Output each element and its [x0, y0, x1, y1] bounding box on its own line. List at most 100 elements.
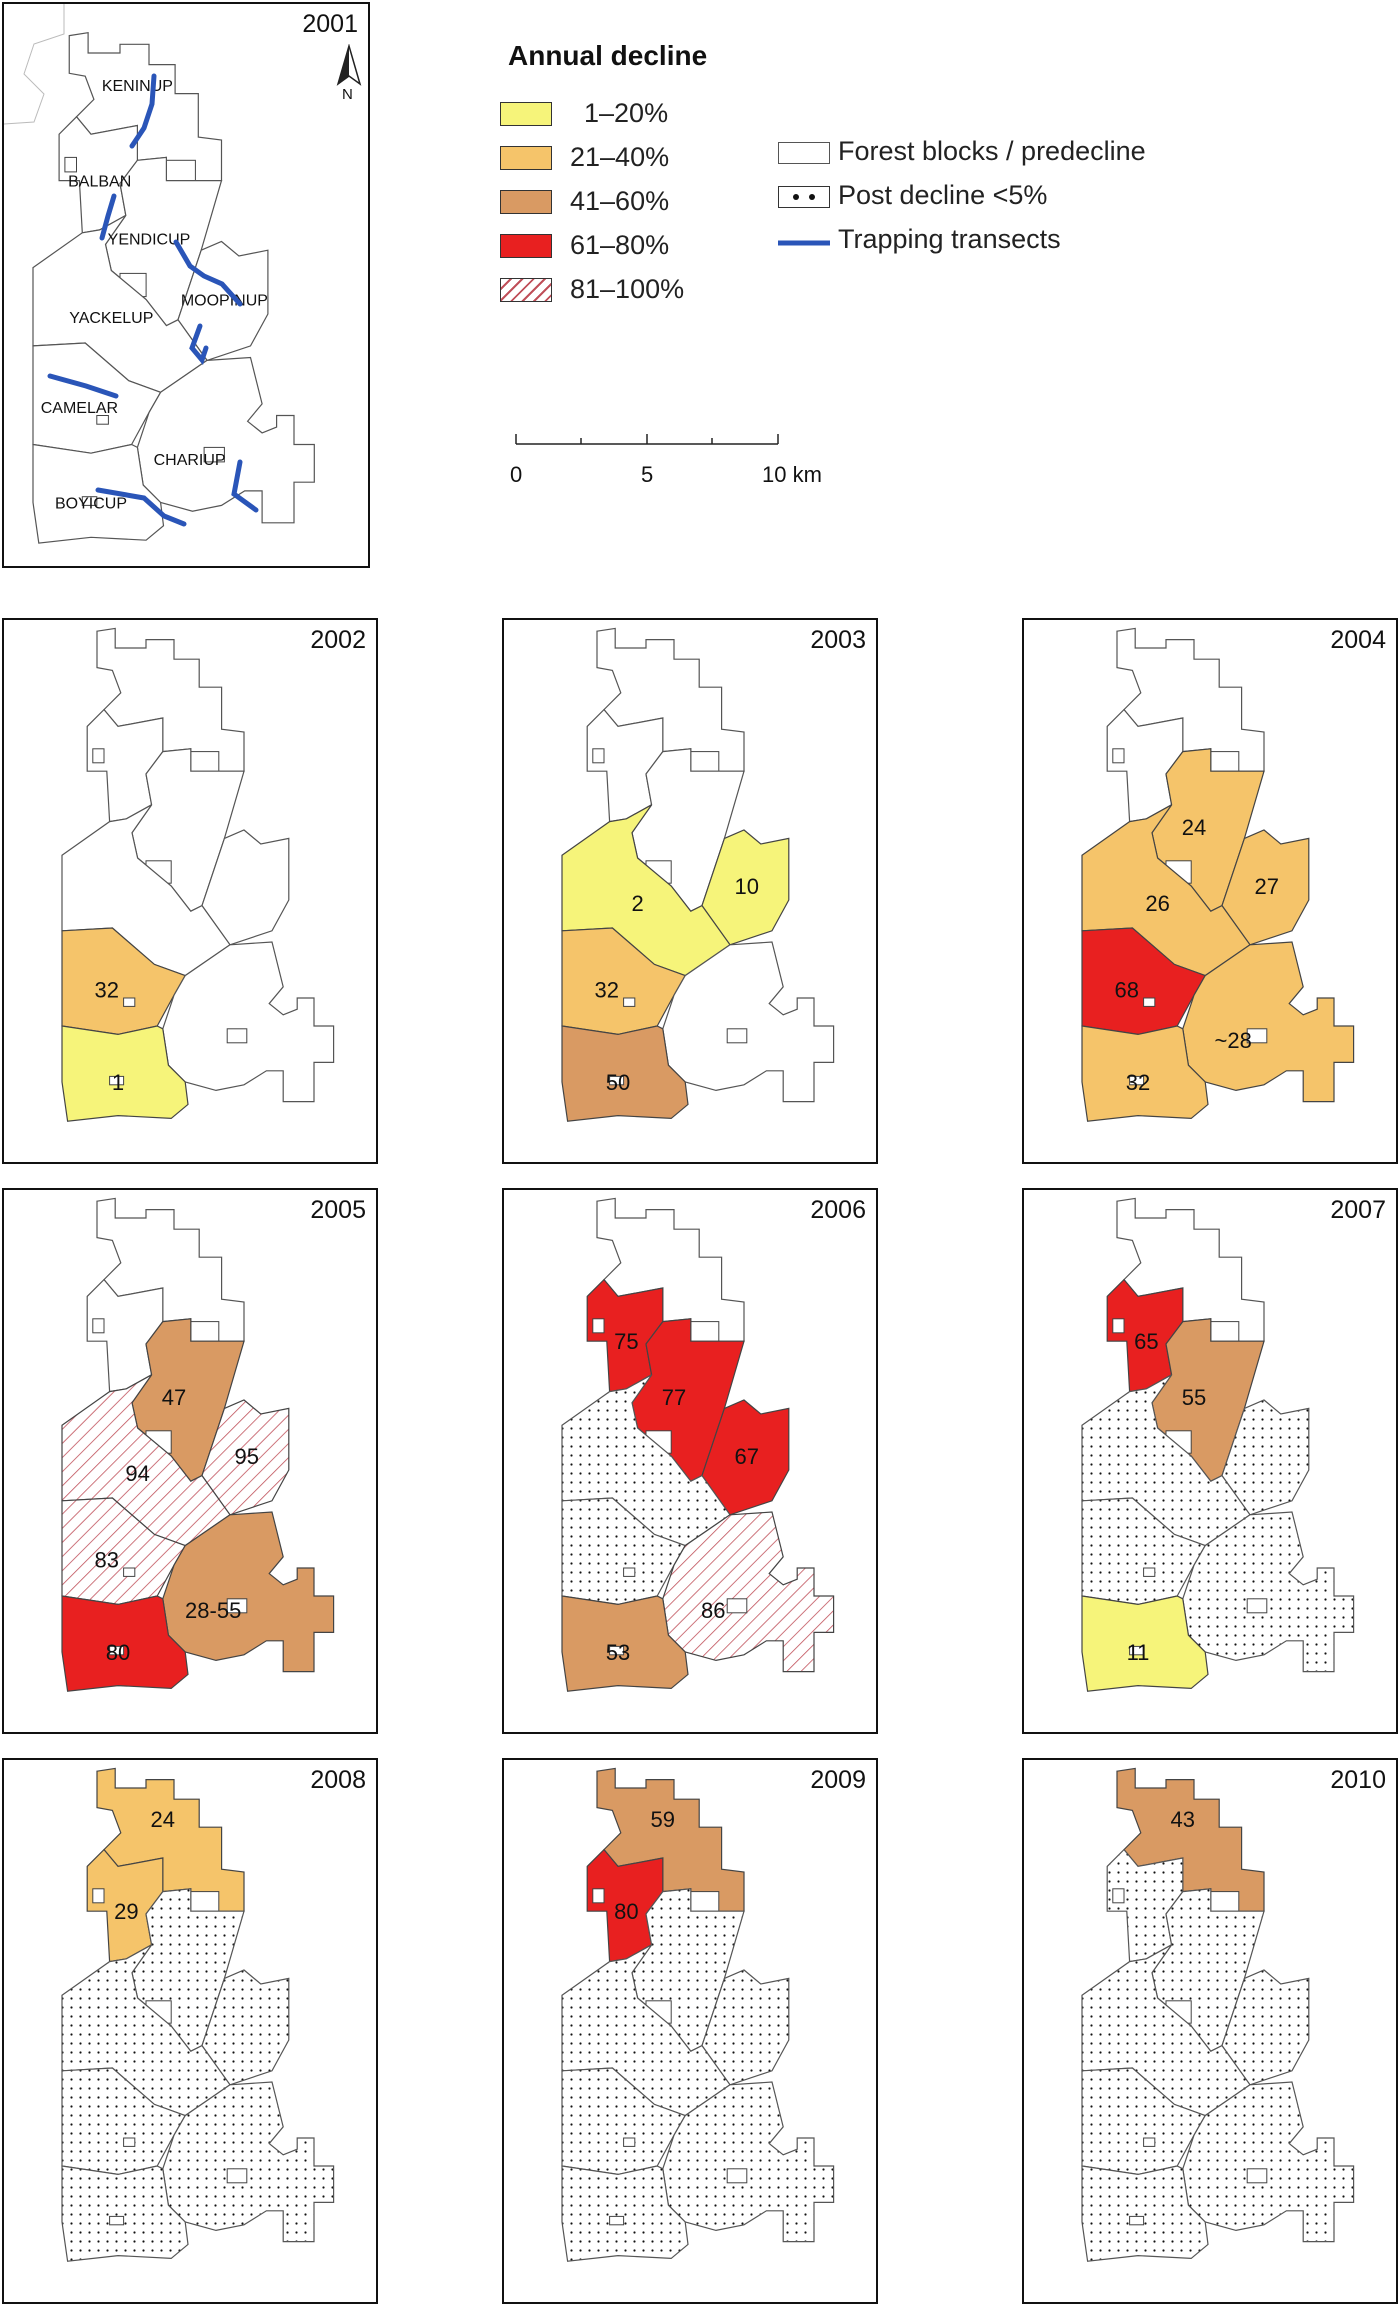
legend-61-80: 61–80%	[570, 230, 670, 260]
forest-block-chariup	[162, 2081, 335, 2243]
trapping-transect	[189, 323, 209, 366]
map-2003-svg: 10 2 32 50	[561, 627, 835, 1122]
clearing-chariup	[1246, 1028, 1268, 1044]
swatch-41-60	[500, 190, 552, 214]
map-panel-2005: 47 95 94 83 28-55 80 2005	[2, 1188, 378, 1734]
year-label: 2003	[810, 626, 866, 654]
forest-block-chariup	[162, 941, 335, 1103]
clearing-camelar	[1143, 997, 1156, 1007]
clearing-boyicup	[109, 2215, 125, 2226]
clearing-keninup	[690, 1891, 720, 1912]
map-panel-2004: 24 27 26 68 ~28 32 2004	[1022, 618, 1398, 1164]
swatch-81-100	[500, 278, 552, 302]
decline-value-boyicup: 80	[106, 1640, 130, 1665]
forest-block-chariup	[1182, 1511, 1355, 1673]
forest-block-keninup	[96, 1197, 245, 1342]
block-name-balban: BALBAN	[68, 174, 131, 191]
map-panel-2010: 43 2010	[1022, 1758, 1398, 2304]
decline-value-keninup: 43	[1171, 1807, 1195, 1832]
year-label: 2006	[810, 1196, 866, 1224]
decline-value-yendicup: 47	[162, 1385, 186, 1410]
decline-value-camelar: 32	[595, 978, 619, 1003]
clearing-keninup	[690, 1321, 720, 1342]
forest-block-chariup	[662, 2081, 835, 2243]
forest-block-chariup	[162, 1511, 335, 1673]
map-2005-svg: 47 95 94 83 28-55 80	[61, 1197, 335, 1692]
block-name-moopinup: MOOPINUP	[181, 293, 268, 310]
decline-value-chariup: 28-55	[185, 1598, 241, 1623]
clearing-keninup	[190, 1891, 220, 1912]
decline-value-chariup: ~28	[1215, 1028, 1252, 1053]
block-name-yackelup: YACKELUP	[69, 310, 153, 327]
forest-block-boyicup	[1081, 1595, 1209, 1692]
clearing-keninup	[1210, 751, 1240, 772]
forest-block-keninup	[1116, 1197, 1265, 1342]
clearing-keninup	[1210, 1891, 1240, 1912]
clearing-camelar	[1143, 2137, 1156, 2147]
forest-block-chariup	[662, 941, 835, 1103]
trapping-transect	[47, 373, 119, 399]
clearing-camelar	[623, 1567, 636, 1577]
forest-block-boyicup	[61, 1595, 189, 1692]
clearing-keninup	[1210, 1321, 1240, 1342]
scale-tick-5: 5	[641, 462, 654, 487]
decline-value-camelar: 68	[1115, 978, 1139, 1003]
map-panel-2006: 75 77 67 53 86 2006	[502, 1188, 878, 1734]
block-name-yendicup: YENDICUP	[108, 232, 191, 249]
forest-block-chariup	[1182, 2081, 1355, 2243]
forest-block-chariup	[662, 1511, 835, 1673]
clearing-balban	[1112, 1888, 1125, 1904]
trapping-transect	[173, 239, 243, 307]
year-label: 2007	[1330, 1196, 1386, 1224]
clearing-keninup	[165, 159, 196, 182]
north-arrow: N	[334, 44, 364, 104]
map-2009-svg: 59 80	[561, 1767, 835, 2262]
forest-block-chariup	[1182, 941, 1355, 1103]
forest-block-boyicup	[1081, 1025, 1209, 1122]
swatch-post-decline	[778, 186, 830, 208]
swatch-1-20	[500, 102, 552, 126]
clearing-balban	[592, 1318, 605, 1334]
map-2006-svg: 75 77 67 53 86	[561, 1197, 835, 1692]
forest-block-keninup	[68, 32, 223, 182]
forest-block-boyicup	[561, 2165, 689, 2262]
scale-bar: 0 5 10 km	[500, 430, 840, 500]
decline-value-balban: 65	[1134, 1329, 1158, 1354]
decline-value-boyicup: 1	[112, 1070, 124, 1095]
trapping-transect	[95, 487, 187, 527]
forest-block-chariup	[136, 356, 315, 524]
decline-value-boyicup: 32	[1126, 1070, 1150, 1095]
decline-value-boyicup: 11	[1127, 1640, 1150, 1665]
decline-value-keninup: 59	[651, 1807, 675, 1832]
year-label: 2004	[1330, 626, 1386, 654]
decline-value-boyicup: 50	[606, 1070, 630, 1095]
forest-block-keninup	[1116, 627, 1265, 772]
forest-block-keninup	[96, 1767, 245, 1912]
decline-value-yackelup: 2	[631, 891, 643, 916]
forest-block-boyicup	[61, 2165, 189, 2262]
trapping-transect	[231, 459, 259, 513]
swatch-61-80	[500, 234, 552, 258]
clearing-chariup	[226, 1028, 248, 1044]
map-panel-2001: KENINUP BALBAN YENDICUP MOOPINUP YACKELUP CAM…	[2, 2, 370, 568]
clearing-balban	[1112, 748, 1125, 764]
clearing-balban	[1112, 1318, 1125, 1334]
clearing-camelar	[623, 2137, 636, 2147]
scale-bar-svg	[515, 434, 779, 445]
clearing-balban	[592, 1888, 605, 1904]
forest-block-keninup	[596, 1767, 745, 1912]
clearing-balban	[92, 1318, 105, 1334]
decline-value-moopinup: 95	[235, 1444, 259, 1469]
clearing-camelar	[123, 2137, 136, 2147]
forest-block-keninup	[596, 1197, 745, 1342]
year-label: 2009	[810, 1766, 866, 1794]
year-label: 2005	[310, 1196, 366, 1224]
clearing-chariup	[726, 1598, 748, 1614]
clearing-boyicup	[81, 496, 98, 506]
north-arrow-icon	[336, 44, 362, 86]
trapping-transect	[99, 193, 117, 241]
decline-value-camelar: 32	[95, 978, 119, 1003]
map-2001-svg: KENINUP BALBAN YENDICUP MOOPINUP YACKELUP CAM…	[4, 4, 315, 544]
scale-tick-0: 0	[510, 462, 523, 487]
clearing-boyicup	[109, 1075, 125, 1086]
